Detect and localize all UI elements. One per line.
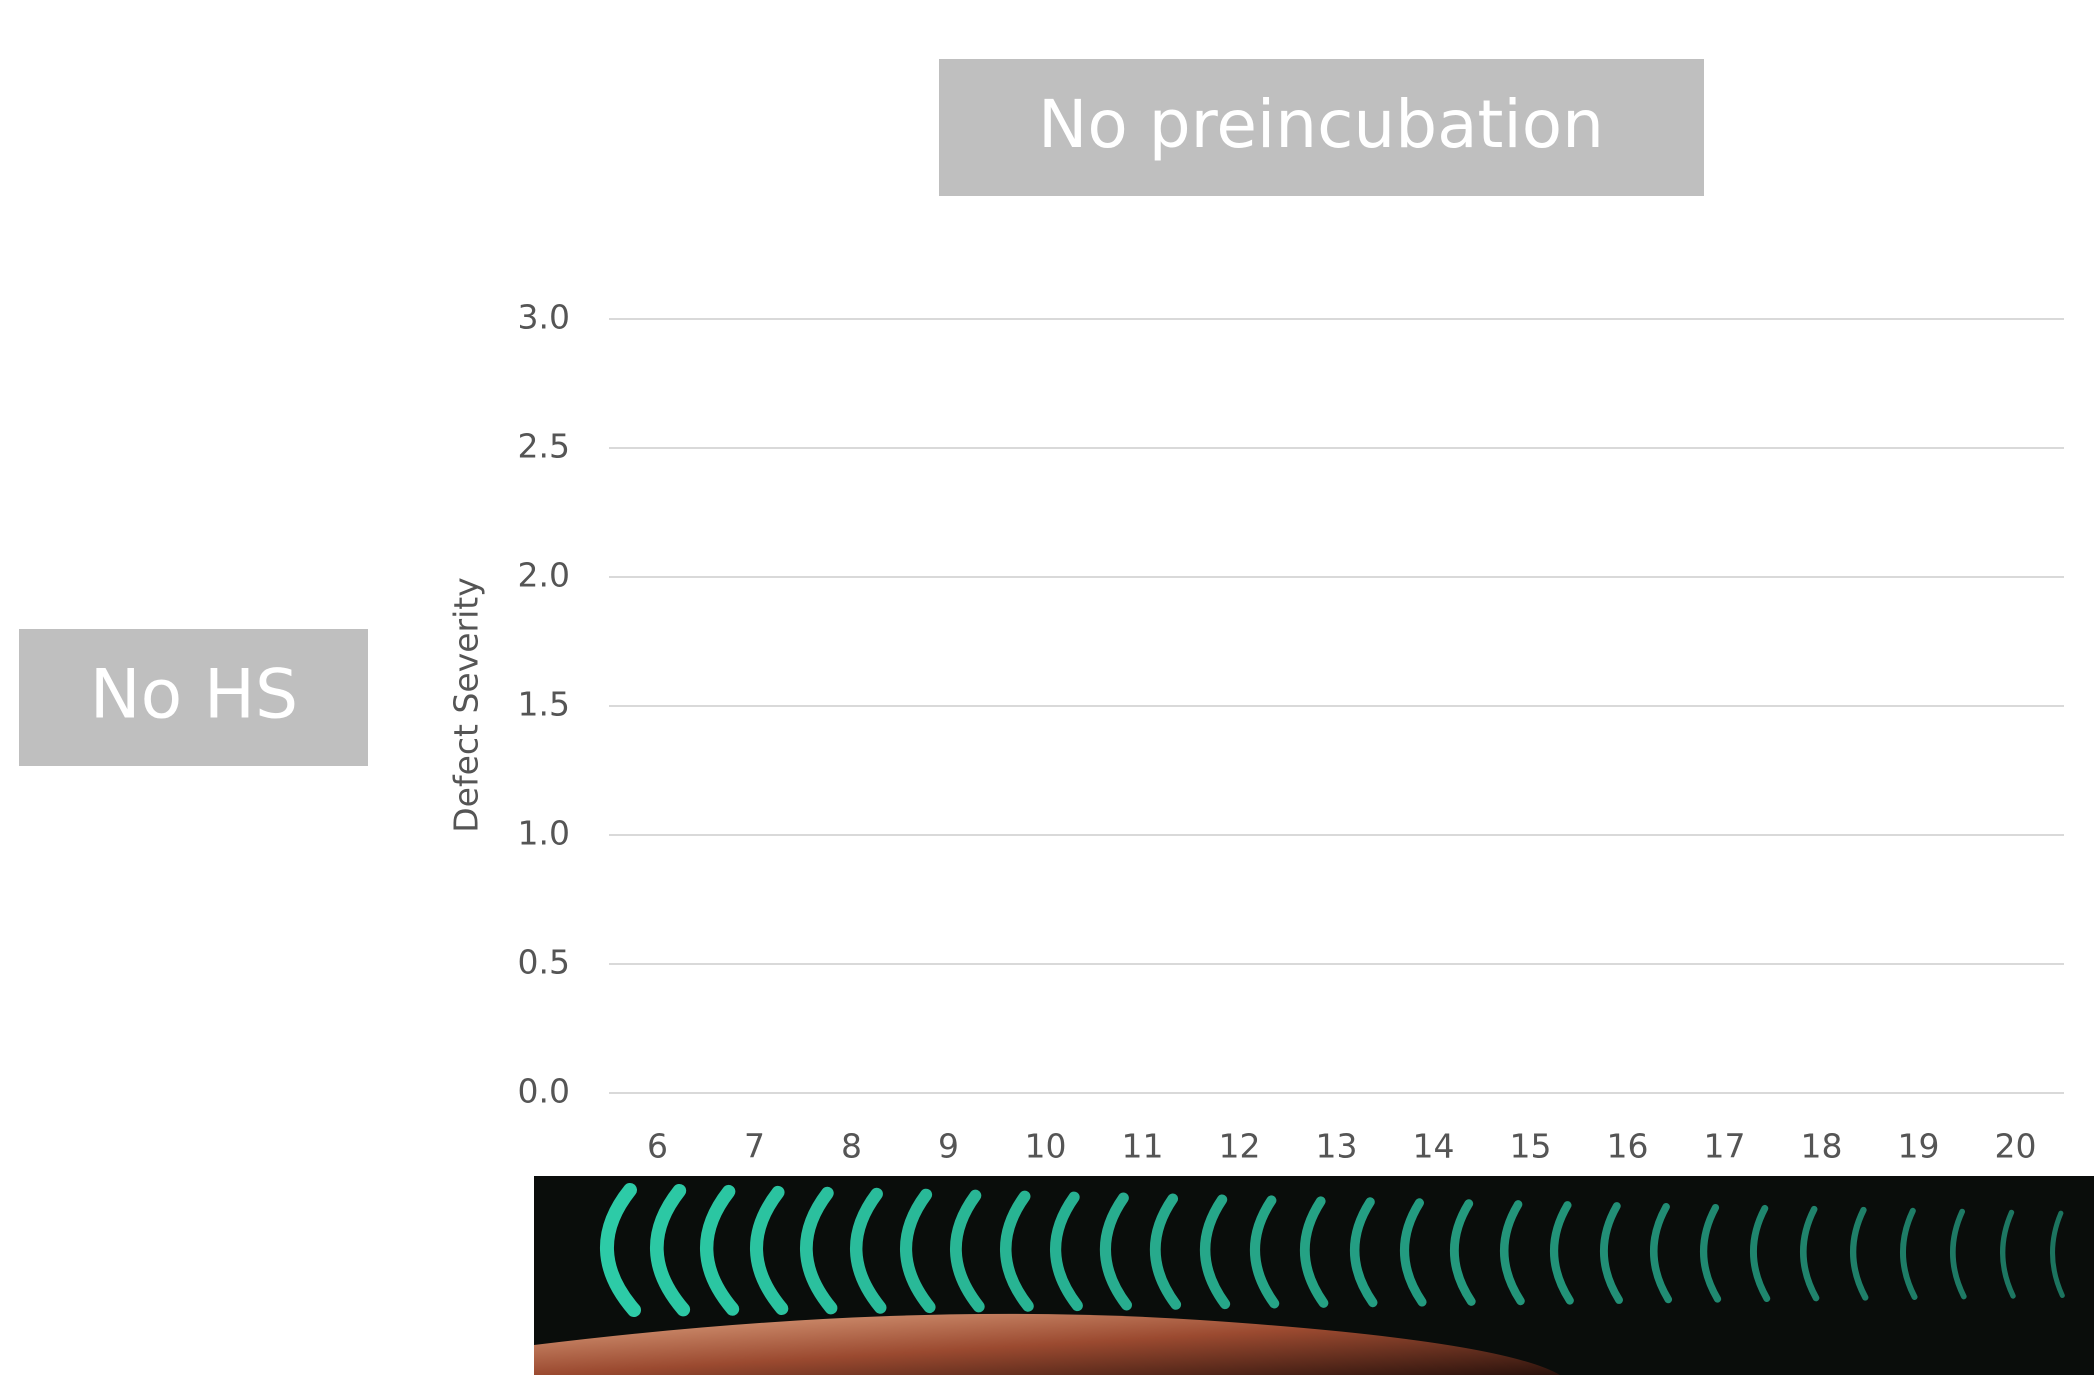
somite — [1200, 1194, 1231, 1310]
x-tick-label: 17 — [1704, 1127, 1746, 1166]
x-tick-label: 9 — [938, 1127, 959, 1166]
somite — [1650, 1203, 1673, 1304]
row-label-box — [19, 629, 368, 766]
embryo-image — [534, 1176, 2094, 1375]
yolk — [534, 1313, 1560, 1375]
somite — [1050, 1191, 1083, 1312]
somite — [700, 1184, 740, 1316]
y-tick-label: 0.0 — [518, 1072, 570, 1111]
somite — [950, 1189, 985, 1313]
somite — [1949, 1208, 1967, 1300]
y-tick-label: 3.0 — [518, 298, 570, 337]
x-tick-label: 8 — [841, 1127, 862, 1166]
x-tick-label: 6 — [647, 1127, 668, 1166]
x-tick-label: 18 — [1801, 1127, 1843, 1166]
somite — [599, 1183, 641, 1317]
somite — [2000, 1209, 2016, 1299]
somite — [1350, 1197, 1378, 1308]
x-tick-label: 14 — [1413, 1127, 1455, 1166]
row-label: No HS — [90, 656, 298, 735]
somite — [1000, 1190, 1034, 1312]
chart-title: No preincubation — [1038, 86, 1604, 163]
title-box — [939, 59, 1704, 196]
x-tick-label: 13 — [1316, 1127, 1358, 1166]
somite — [1850, 1206, 1869, 1301]
somite — [900, 1188, 936, 1314]
somite — [650, 1183, 691, 1317]
x-tick-label: 7 — [744, 1127, 765, 1166]
somite — [1900, 1207, 1918, 1300]
x-tick-label: 11 — [1122, 1127, 1164, 1166]
x-tick-label: 19 — [1898, 1127, 1940, 1166]
somite — [1450, 1199, 1476, 1306]
y-tick-label: 2.0 — [518, 556, 570, 595]
somite — [750, 1185, 789, 1316]
somite — [850, 1187, 887, 1314]
somite — [2049, 1210, 2065, 1299]
somite — [1300, 1196, 1329, 1308]
somite — [800, 1186, 838, 1315]
x-tick-label: 12 — [1219, 1127, 1261, 1166]
y-tick-label: 2.5 — [518, 427, 570, 466]
somite — [1100, 1192, 1132, 1311]
x-tick-label: 16 — [1607, 1127, 1649, 1166]
somite — [1700, 1203, 1722, 1303]
x-tick-label: 10 — [1025, 1127, 1067, 1166]
y-axis-label: Defect Severity — [447, 577, 486, 833]
somite — [1250, 1195, 1280, 1309]
x-tick-label: 15 — [1510, 1127, 1552, 1166]
somite — [1500, 1200, 1525, 1306]
somite — [1800, 1205, 1820, 1302]
somite — [1750, 1204, 1771, 1302]
somite — [1600, 1202, 1623, 1304]
y-tick-label: 1.0 — [518, 814, 570, 853]
somite — [1550, 1201, 1574, 1305]
y-tick-label: 0.5 — [518, 943, 570, 982]
somite — [1400, 1198, 1427, 1307]
y-tick-label: 1.5 — [518, 685, 570, 724]
x-tick-label: 20 — [1995, 1127, 2037, 1166]
somite — [1150, 1193, 1182, 1310]
